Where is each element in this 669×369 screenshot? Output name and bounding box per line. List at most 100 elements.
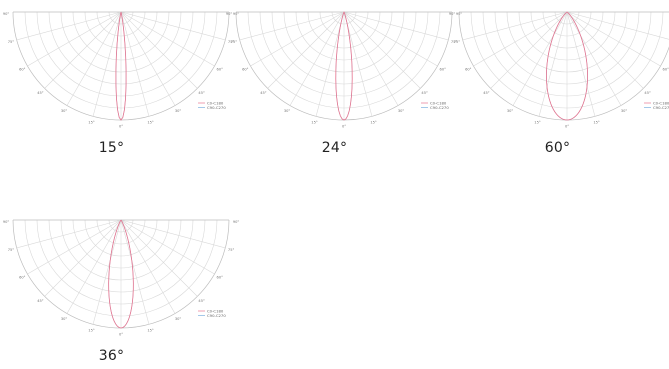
- grid-spoke: [120, 11, 176, 106]
- angle-tick-label: 60°: [19, 67, 26, 71]
- angle-tick-label: 60°: [19, 275, 26, 279]
- angle-tick-label: 30°: [61, 109, 68, 113]
- angle-tick-label: 75°: [454, 40, 461, 44]
- angle-tick-label: 75°: [228, 248, 235, 252]
- polar-chart-1: 90° 75° 60° 45° 30° 15° 0° 15° 30° 45° 60° 75° 90° C0…: [223, 0, 462, 130]
- angle-tick-label: 45°: [198, 91, 205, 95]
- grid-spoke: [566, 11, 644, 89]
- grid-spoke: [239, 11, 345, 41]
- beam-angle-caption: 60°: [544, 140, 571, 156]
- grid-spoke: [16, 219, 122, 249]
- grid-spoke: [120, 11, 198, 89]
- angle-tick-label: 45°: [644, 91, 651, 95]
- polar-plot: 90°75°60°45°30°15°0°15°30°45°60°75°90°C0…: [449, 11, 669, 128]
- grid-spoke: [566, 11, 661, 67]
- grid-spoke: [566, 11, 622, 106]
- legend-label: C0-C180: [207, 308, 224, 313]
- grid-spoke: [44, 11, 122, 89]
- grid-spoke: [120, 219, 198, 297]
- angle-tick-label: 0°: [565, 124, 569, 128]
- grid-spoke: [120, 11, 226, 41]
- angle-tick-label: 15°: [534, 120, 541, 124]
- grid-spoke: [267, 11, 345, 89]
- angle-tick-label: 75°: [231, 40, 238, 44]
- grid-spoke: [343, 11, 421, 89]
- legend-label: C90-C270: [653, 105, 669, 110]
- angle-tick-label: 60°: [217, 67, 224, 71]
- grid-spoke: [250, 11, 345, 67]
- angle-tick-label: 45°: [37, 299, 44, 303]
- series-c0-c180-curve: [546, 11, 588, 121]
- grid-spoke: [512, 11, 568, 106]
- grid-spoke: [120, 219, 176, 314]
- grid-spoke: [343, 11, 373, 117]
- grid-spoke: [343, 11, 399, 106]
- series-c0-c180-curve: [335, 11, 353, 121]
- polar-chart-2: 90°75°60°45°30°15°0°15°30°45°60°75°90°C0…: [446, 0, 669, 130]
- angle-tick-label: 90°: [449, 12, 456, 16]
- angle-tick-label: 75°: [451, 40, 458, 44]
- angle-tick-label: 30°: [398, 109, 405, 113]
- beam-angle-caption: 36°: [98, 348, 125, 364]
- grid-spoke: [120, 219, 150, 325]
- angle-tick-label: 30°: [175, 317, 182, 321]
- grid-spoke: [538, 11, 568, 117]
- grid-spoke: [92, 11, 122, 117]
- grid-spoke: [315, 11, 345, 117]
- grid-spoke: [120, 219, 226, 249]
- angle-tick-label: 90°: [3, 220, 10, 224]
- grid-spoke: [120, 11, 215, 67]
- angle-tick-label: 0°: [342, 124, 346, 128]
- legend-label: C90-C270: [430, 105, 449, 110]
- angle-tick-label: 45°: [37, 91, 44, 95]
- polar-plot: 90°75°60°45°30°15°0°15°30°45°60°75°90°C0…: [226, 11, 462, 128]
- angle-tick-label: 15°: [88, 328, 95, 332]
- angle-tick-label: 60°: [217, 275, 224, 279]
- angle-tick-label: 45°: [483, 91, 490, 95]
- angle-tick-label: 30°: [507, 109, 514, 113]
- grid-spoke: [66, 219, 122, 314]
- angle-tick-label: 15°: [88, 120, 95, 124]
- angle-tick-label: 30°: [175, 109, 182, 113]
- angle-tick-label: 75°: [228, 40, 235, 44]
- angle-tick-label: 90°: [226, 12, 233, 16]
- angle-tick-label: 30°: [284, 109, 291, 113]
- grid-spoke: [566, 11, 596, 117]
- grid-spoke: [473, 11, 568, 67]
- angle-tick-label: 15°: [147, 120, 154, 124]
- beam-angle-caption: 24°: [321, 140, 348, 156]
- angle-tick-label: 45°: [198, 299, 205, 303]
- grid-spoke: [566, 11, 669, 40]
- angle-tick-label: 90°: [3, 12, 10, 16]
- angle-tick-label: 30°: [621, 109, 628, 113]
- angle-tick-label: 60°: [440, 67, 447, 71]
- angle-tick-label: 15°: [593, 120, 600, 124]
- legend-label: C0-C180: [653, 100, 669, 105]
- grid-spoke: [462, 11, 568, 41]
- angle-tick-label: 60°: [663, 67, 669, 71]
- angle-tick-label: 60°: [242, 67, 249, 71]
- grid-spoke: [343, 11, 438, 67]
- angle-tick-label: 15°: [370, 120, 377, 124]
- beam-angle-caption: 15°: [98, 140, 125, 156]
- angle-tick-label: 45°: [260, 91, 267, 95]
- grid-spoke: [120, 11, 150, 117]
- legend-label: C0-C180: [430, 100, 447, 105]
- legend-label: C90-C270: [207, 105, 226, 110]
- series-c0-c180-curve: [108, 219, 134, 329]
- series-c0-c180-curve: [115, 11, 127, 121]
- angle-tick-label: 75°: [8, 248, 15, 252]
- grid-spoke: [44, 219, 122, 297]
- grid-spoke: [27, 11, 122, 67]
- polar-chart-3: 90° 75° 60° 45° 30° 15° 0° 15° 30° 45° 60° 75° 90° C0…: [0, 208, 239, 338]
- angle-tick-label: 15°: [147, 328, 154, 332]
- grid-spoke: [120, 219, 215, 275]
- angle-tick-label: 45°: [421, 91, 428, 95]
- angle-tick-label: 30°: [61, 317, 68, 321]
- grid-spoke: [27, 219, 122, 275]
- angle-tick-label: 0°: [119, 332, 123, 336]
- angle-tick-label: 60°: [465, 67, 472, 71]
- grid-spoke: [66, 11, 122, 106]
- legend-label: C0-C180: [207, 100, 224, 105]
